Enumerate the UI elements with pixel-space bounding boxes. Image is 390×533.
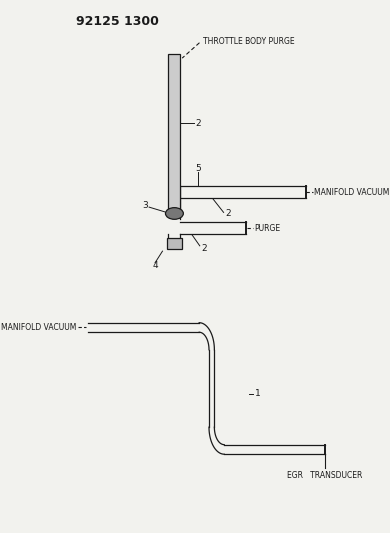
Text: 5: 5 (195, 164, 201, 173)
Text: 1: 1 (255, 389, 261, 398)
Text: MANIFOLD VACUUM: MANIFOLD VACUUM (314, 188, 389, 197)
Ellipse shape (165, 208, 183, 219)
Text: MANIFOLD VACUUM: MANIFOLD VACUUM (1, 323, 76, 332)
Text: 92125 1300: 92125 1300 (76, 14, 159, 28)
Polygon shape (168, 54, 181, 214)
Text: 2: 2 (225, 209, 231, 218)
Text: THROTTLE BODY PURGE: THROTTLE BODY PURGE (203, 37, 294, 46)
Text: 4: 4 (152, 262, 158, 270)
Text: 2: 2 (201, 244, 207, 253)
Text: 3: 3 (142, 201, 147, 210)
Text: PURGE: PURGE (254, 224, 280, 233)
FancyBboxPatch shape (167, 238, 182, 249)
Text: EGR   TRANSDUCER: EGR TRANSDUCER (287, 471, 363, 480)
Text: 2: 2 (195, 119, 201, 128)
